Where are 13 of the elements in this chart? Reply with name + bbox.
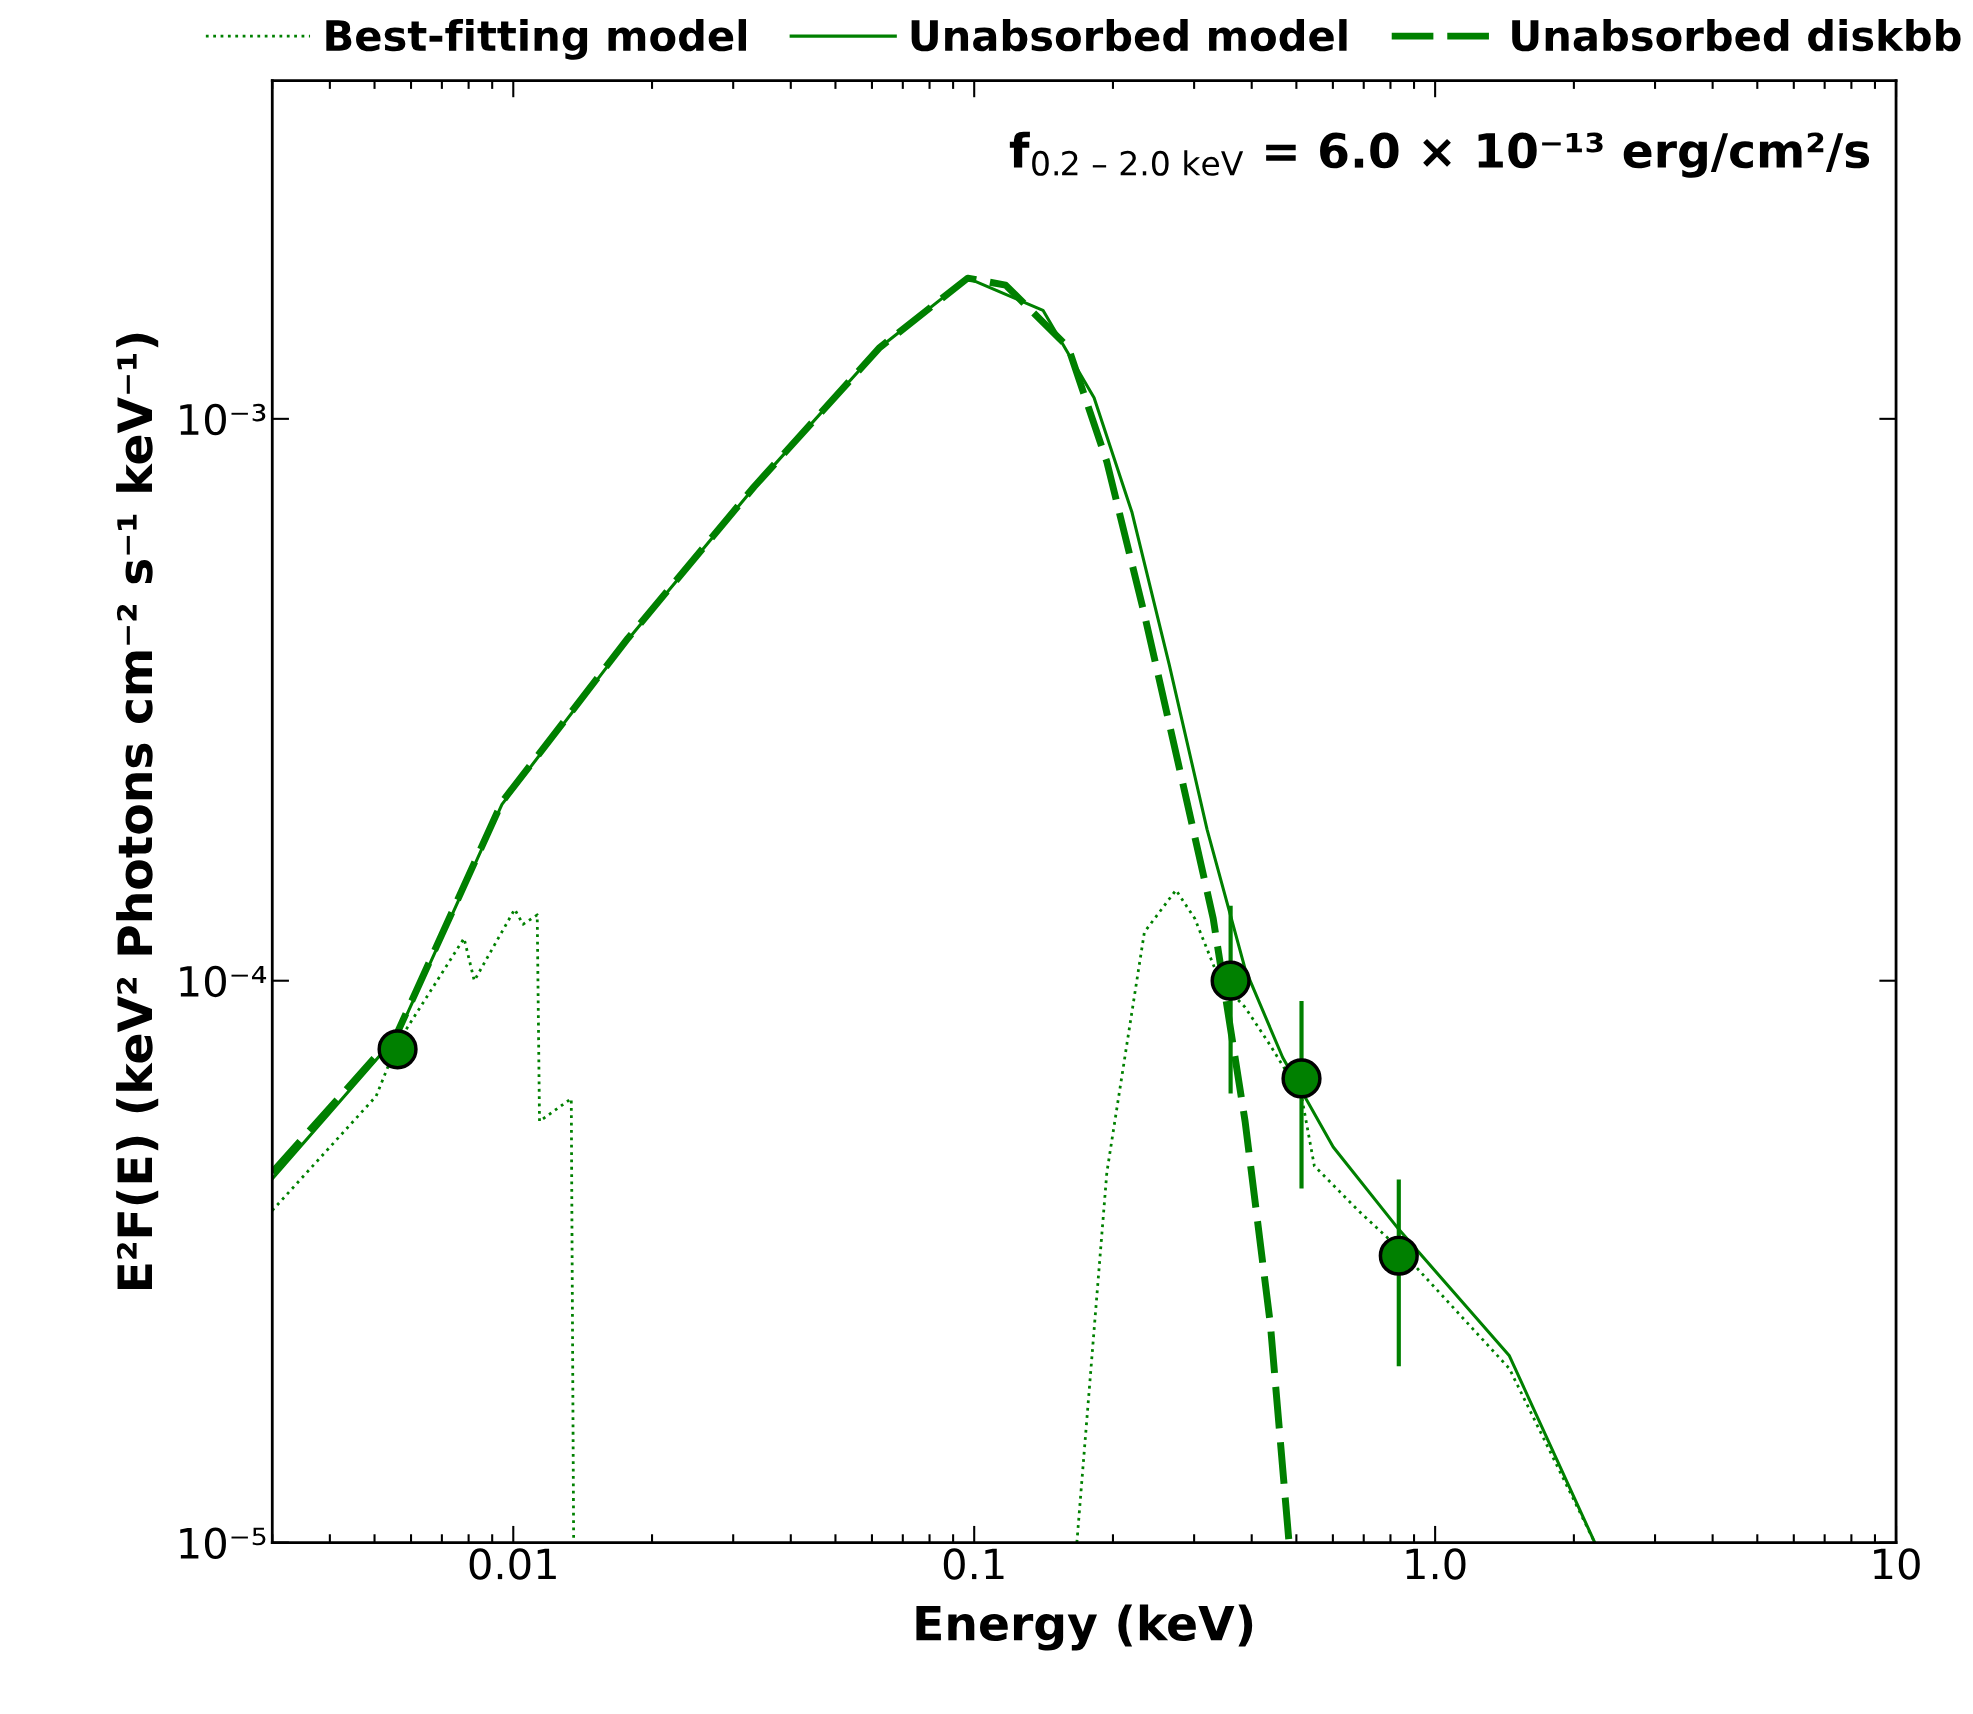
x-tick-label: 0.1	[943, 1548, 1004, 1580]
y-tick-label: 10⁻⁵	[180, 1527, 266, 1560]
legend-label: Unabsorbed model	[911, 19, 1347, 52]
legend-label: Unabsorbed diskbb	[1512, 19, 1961, 52]
y-axis-title: E²F(E) (keV² Photons cm⁻² s⁻¹ keV⁻¹)	[116, 333, 159, 1290]
legend-label: Best-fitting model	[326, 19, 746, 60]
y-tick-label: 10⁻³	[180, 403, 266, 436]
x-axis-title: Energy (keV)	[916, 1604, 1253, 1651]
annotation: f$_{0.2 – 2.0 keV}$ = 6.0 × 10⁻¹³ erg/cm²/s	[1009, 131, 1870, 178]
x-tick-label: 0.01	[469, 1548, 556, 1580]
x-tick-label: 1.0	[1406, 1548, 1466, 1580]
x-tick-label: 10	[1874, 1548, 1920, 1580]
y-tick-label: 10⁻⁴	[180, 965, 267, 998]
